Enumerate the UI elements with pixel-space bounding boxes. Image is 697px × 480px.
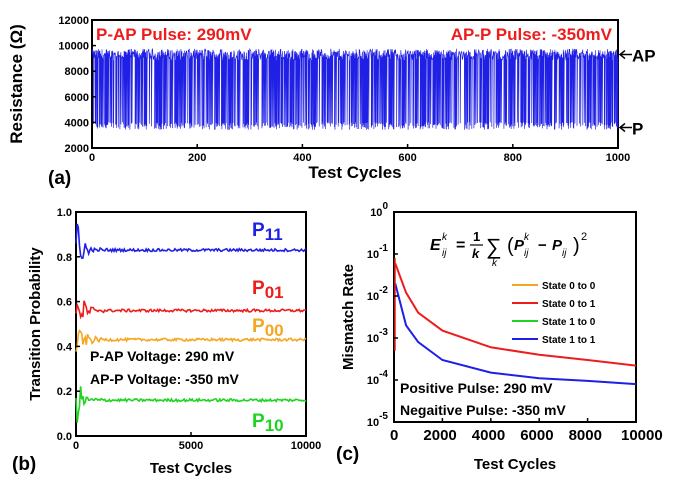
panel-b-xtick-label: 10000 <box>291 440 322 452</box>
panel-c-xlabel: Test Cycles <box>474 456 556 473</box>
panel-c-ylabel: Mismatch Rate <box>340 264 357 370</box>
panel-a-resistance-trace <box>91 47 619 130</box>
formula-term1-sup: k <box>524 232 530 243</box>
panel-a-ytick-label: 6000 <box>65 92 89 104</box>
panel-a-state-label: P <box>632 120 643 139</box>
panel-b-series-line-p10 <box>75 386 307 423</box>
formula-equals: = <box>456 237 465 254</box>
formula-sum-sub: k <box>492 258 498 269</box>
formula-lhs-sup: k <box>442 232 448 243</box>
panel-b-series-line-p00 <box>75 329 307 352</box>
panel-a-series <box>91 47 619 130</box>
formula-term1: P <box>514 237 525 254</box>
panel-a-xtick-label: 600 <box>398 152 416 164</box>
panel-b-series-line-p01 <box>75 300 307 320</box>
panel-c-note-1: Positive Pulse: 290 mV <box>400 380 553 396</box>
formula-lhs-sub: ij <box>442 248 447 259</box>
panel-a-state-arrow <box>618 122 632 133</box>
panel-a: 0 200 400 600 800 1000 2000 4000 6000 8000 10000 12… <box>7 15 656 189</box>
formula-minus: − <box>538 237 547 254</box>
panel-b-xtick-label: 0 <box>73 440 79 452</box>
panel-c-series-line <box>394 283 637 386</box>
panel-b-ytick-label: 0.0 <box>57 431 72 443</box>
panel-a-xlabel: Test Cycles <box>308 163 401 182</box>
panel-c-legend-label: State 0 to 1 <box>542 299 596 310</box>
panel-c-note-2: Negaitive Pulse: -350 mV <box>400 402 566 418</box>
panel-c-formula: E k ij = 1 k ∑ k ( P k ij − P ij ) 2 <box>430 229 587 269</box>
panel-a-ytick-label: 2000 <box>65 143 89 155</box>
formula-frac-num: 1 <box>473 229 480 244</box>
panel-a-label: (a) <box>48 168 71 189</box>
panel-b-series-label-p10: P10 <box>252 411 284 435</box>
panel-c-legend: State 0 to 0 State 0 to 1 State 1 to 0 Stat… <box>512 281 596 346</box>
panel-a-xtick-label: 200 <box>188 152 206 164</box>
panel-b-note-1: P-AP Voltage: 290 mV <box>90 348 235 364</box>
formula-term1-sub: ij <box>524 248 529 259</box>
formula-frac-den: k <box>472 246 480 261</box>
panel-b-note-2: AP-P Voltage: -350 mV <box>90 371 240 387</box>
panel-a-ticks: 0 200 400 600 800 1000 2000 4000 6000 8000 10000 12… <box>58 15 630 164</box>
panel-b-series-labels: P11 P01 P00 P10 <box>252 220 284 435</box>
panel-a-state-labels: AP P <box>618 47 656 139</box>
panel-b-ytick-label: 0.4 <box>57 341 73 353</box>
panel-a-xtick-label: 400 <box>293 152 311 164</box>
panel-a-ytick-label: 4000 <box>65 117 89 129</box>
panel-a-annotation-left: P-AP Pulse: 290mV <box>96 25 252 44</box>
formula-term2-sub: ij <box>562 248 567 259</box>
panel-c-label: (c) <box>336 444 359 465</box>
panel-c-legend-label: State 1 to 1 <box>542 335 596 346</box>
panel-c-legend-label: State 1 to 0 <box>542 317 596 328</box>
panel-a-annotation-right: AP-P Pulse: -350mV <box>451 25 613 44</box>
panel-c-ytick-label: 10-4 <box>367 369 389 387</box>
formula-rparen: ) <box>573 235 580 257</box>
panel-b-xtick-label: 5000 <box>179 440 203 452</box>
panel-c-series-line <box>394 262 637 367</box>
panel-a-ytick-label: 12000 <box>58 15 89 27</box>
panel-a-xtick-label: 1000 <box>606 152 630 164</box>
panel-c-ytick-label: 100 <box>370 201 388 219</box>
panel-b-ytick-label: 1.0 <box>57 207 72 219</box>
panel-a-state-arrow <box>618 49 632 60</box>
panel-a-xtick-label: 0 <box>89 152 95 164</box>
panel-b-xlabel: Test Cycles <box>150 460 232 477</box>
formula-lparen: ( <box>507 235 514 257</box>
panel-a-ytick-label: 8000 <box>65 66 89 78</box>
panel-c-ytick-label: 10-1 <box>367 243 389 261</box>
panel-a-ytick-label: 10000 <box>58 41 89 53</box>
panel-b-ytick-label: 0.2 <box>57 386 72 398</box>
panel-b-ticks: 0 5000 10000 0.0 0.2 0.4 0.6 0.8 1.0 <box>57 207 322 452</box>
panel-a-state-label: AP <box>632 47 656 66</box>
panel-b-ytick-label: 0.8 <box>57 252 72 264</box>
panel-b-series-label-p01: P01 <box>252 278 284 302</box>
panel-b-series-label-p00: P00 <box>252 316 284 340</box>
formula-term2: P <box>552 237 563 254</box>
panel-c-xtick-labels: 0 2000 4000 6000 8000 10000 <box>390 427 663 444</box>
formula-sum: ∑ <box>486 234 502 259</box>
panel-b-series-line-p11 <box>75 223 307 259</box>
panel-c-legend-label: State 0 to 0 <box>542 281 596 292</box>
panel-c-frame <box>393 211 637 423</box>
panel-c-series <box>394 258 637 386</box>
panel-a-xtick-label: 800 <box>504 152 522 164</box>
panel-c-ytick-label: 10-2 <box>367 285 389 303</box>
formula-power: 2 <box>581 231 587 243</box>
formula-lhs: E <box>430 237 442 254</box>
panel-b-label: (b) <box>12 454 36 475</box>
panel-b-ytick-label: 0.6 <box>57 297 72 309</box>
panel-b-ylabel: Transition Probability <box>27 247 44 401</box>
panel-c-ytick-label: 10-3 <box>367 327 389 345</box>
panel-b-series <box>75 223 307 423</box>
panel-a-ylabel: Resistance (Ω) <box>7 24 26 143</box>
panel-b-series-label-p11: P11 <box>252 220 283 244</box>
panel-c-ytick-label: 10-5 <box>367 411 389 429</box>
